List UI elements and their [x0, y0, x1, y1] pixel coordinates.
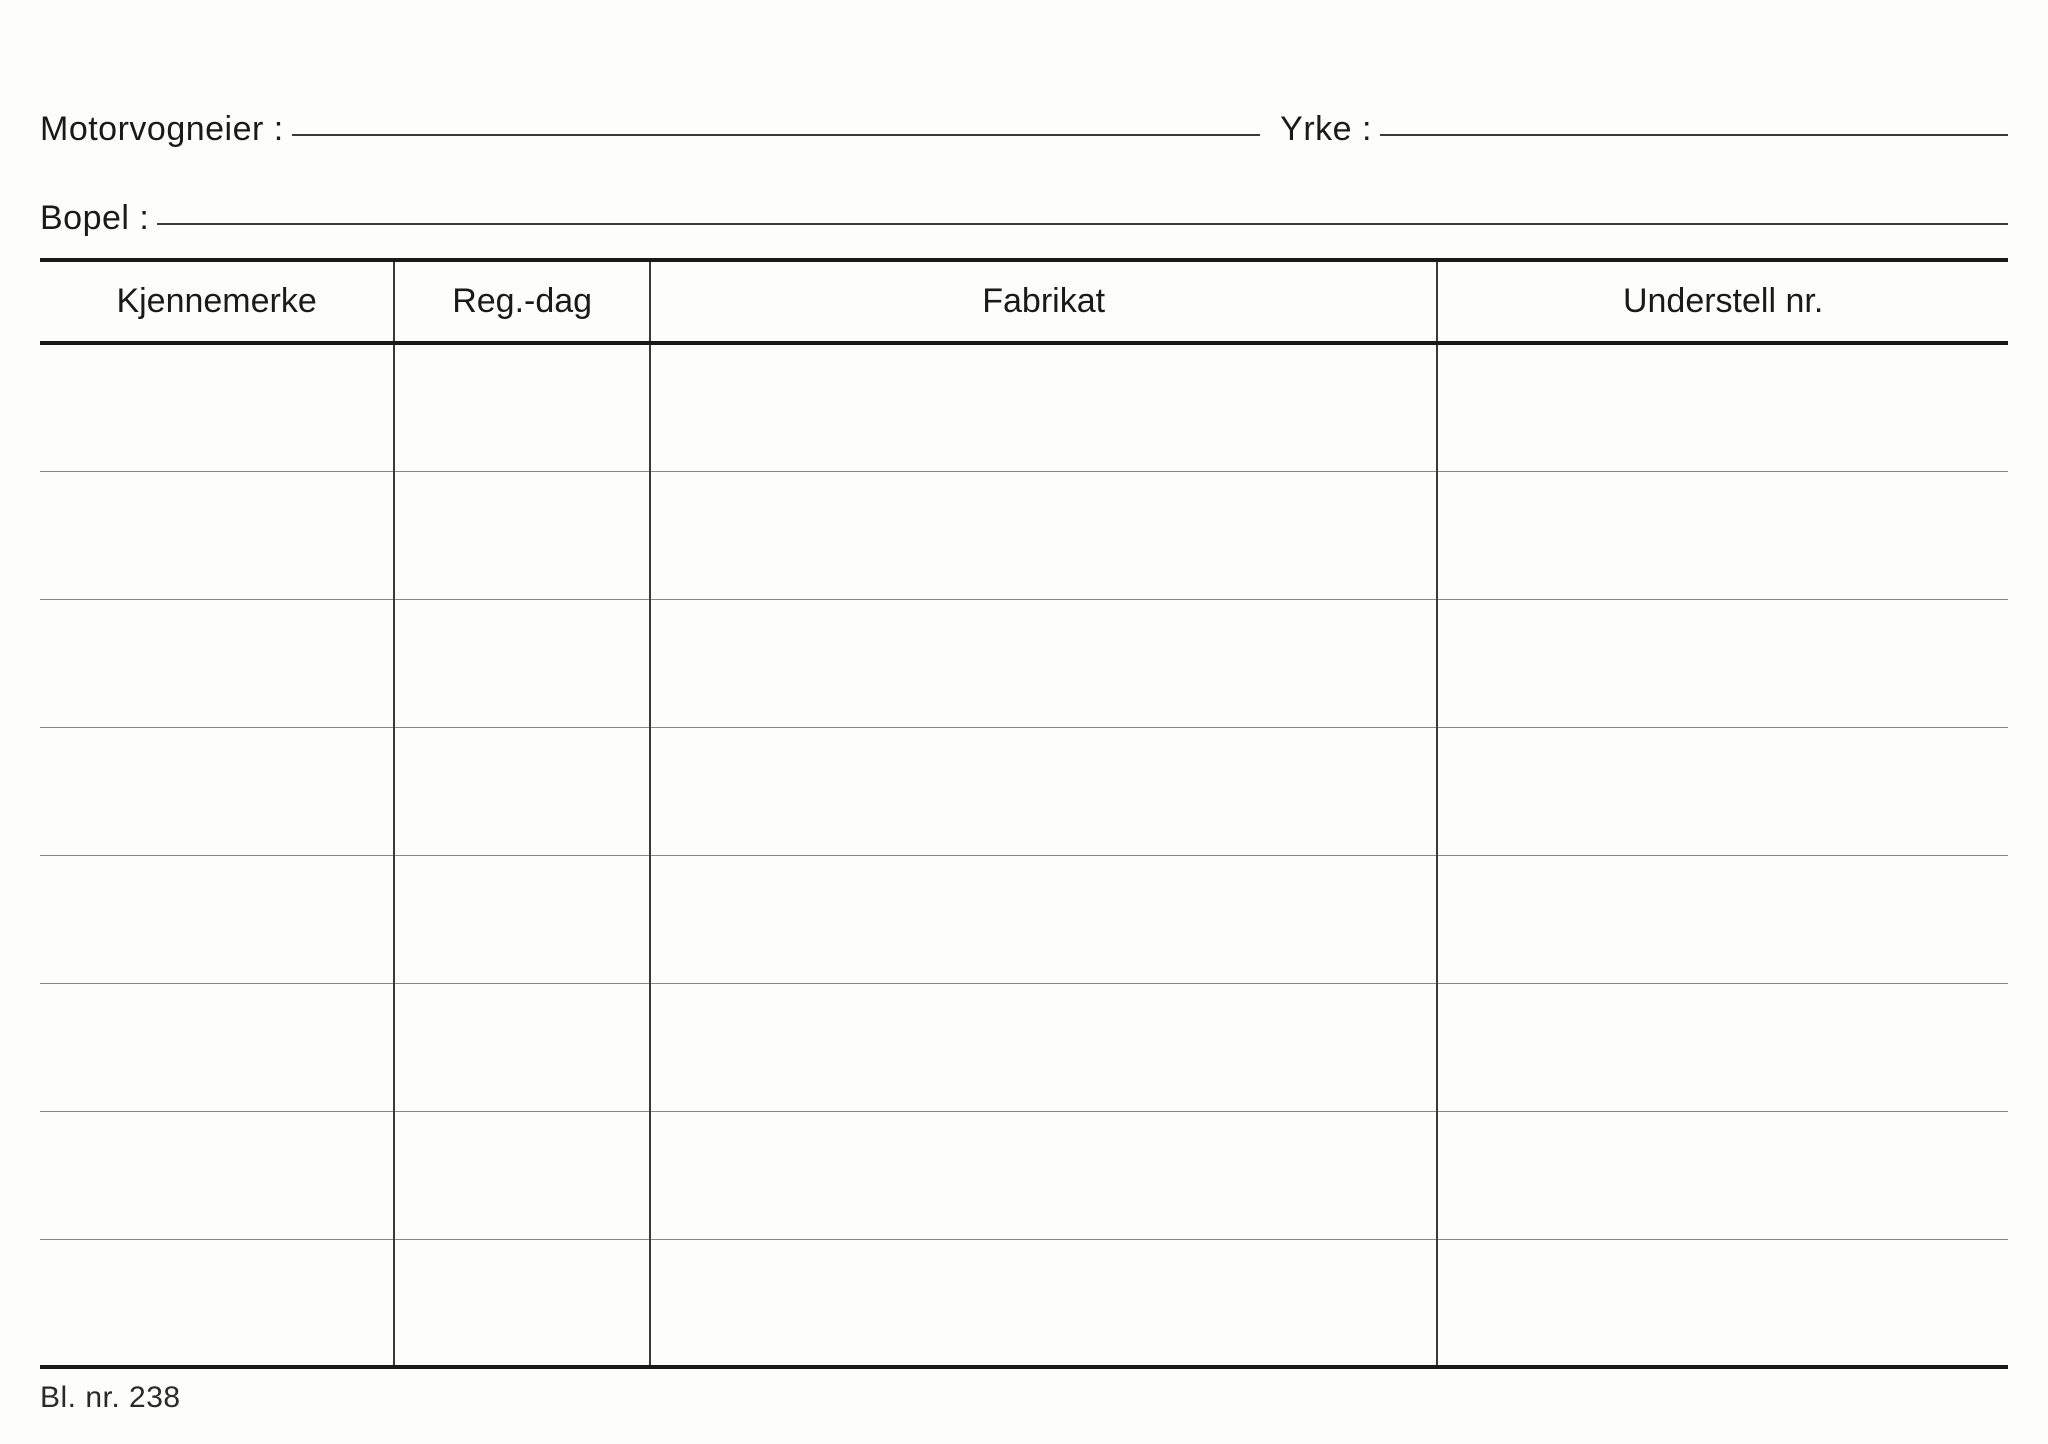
cell-fabrikat: [650, 471, 1437, 599]
cell-fabrikat: [650, 599, 1437, 727]
profession-line: [1380, 134, 2008, 136]
cell-fabrikat: [650, 727, 1437, 855]
cell-regdag: [394, 471, 650, 599]
table-row: [40, 1111, 2008, 1239]
cell-understell: [1437, 343, 2008, 471]
vehicle-table-container: Kjennemerke Reg.-dag Fabrikat Understell…: [40, 258, 2008, 1369]
cell-kjennemerke: [40, 983, 394, 1111]
cell-kjennemerke: [40, 727, 394, 855]
cell-understell: [1437, 983, 2008, 1111]
cell-fabrikat: [650, 983, 1437, 1111]
vehicle-table: Kjennemerke Reg.-dag Fabrikat Understell…: [40, 258, 2008, 1369]
col-header-understell: Understell nr.: [1437, 260, 2008, 343]
field-group-profession: Yrke :: [1280, 110, 2008, 149]
cell-understell: [1437, 599, 2008, 727]
cell-fabrikat: [650, 1239, 1437, 1367]
profession-label: Yrke :: [1280, 110, 1372, 149]
cell-fabrikat: [650, 855, 1437, 983]
cell-regdag: [394, 727, 650, 855]
table-row: [40, 855, 2008, 983]
col-header-kjennemerke: Kjennemerke: [40, 260, 394, 343]
table-header-row: Kjennemerke Reg.-dag Fabrikat Understell…: [40, 260, 2008, 343]
cell-kjennemerke: [40, 1239, 394, 1367]
field-row-residence: Bopel :: [40, 199, 2008, 238]
cell-kjennemerke: [40, 471, 394, 599]
cell-fabrikat: [650, 343, 1437, 471]
cell-kjennemerke: [40, 1111, 394, 1239]
cell-kjennemerke: [40, 599, 394, 727]
form-number: Bl. nr. 238: [40, 1381, 2008, 1415]
cell-kjennemerke: [40, 343, 394, 471]
cell-regdag: [394, 983, 650, 1111]
cell-kjennemerke: [40, 855, 394, 983]
owner-label: Motorvogneier :: [40, 110, 284, 149]
cell-understell: [1437, 727, 2008, 855]
cell-regdag: [394, 343, 650, 471]
table-row: [40, 599, 2008, 727]
cell-understell: [1437, 471, 2008, 599]
table-row: [40, 343, 2008, 471]
col-header-regdag: Reg.-dag: [394, 260, 650, 343]
table-row: [40, 727, 2008, 855]
cell-understell: [1437, 1239, 2008, 1367]
cell-regdag: [394, 1111, 650, 1239]
residence-line: [157, 223, 2008, 225]
field-row-owner-profession: Motorvogneier : Yrke :: [40, 110, 2008, 149]
registration-card: Motorvogneier : Yrke : Bopel : Kjennemer…: [0, 0, 2048, 1444]
table-row: [40, 983, 2008, 1111]
table-row: [40, 1239, 2008, 1367]
cell-understell: [1437, 1111, 2008, 1239]
residence-label: Bopel :: [40, 199, 149, 238]
owner-line: [292, 134, 1260, 136]
table-row: [40, 471, 2008, 599]
cell-regdag: [394, 855, 650, 983]
field-group-residence: Bopel :: [40, 199, 2008, 238]
col-header-fabrikat: Fabrikat: [650, 260, 1437, 343]
cell-understell: [1437, 855, 2008, 983]
cell-fabrikat: [650, 1111, 1437, 1239]
cell-regdag: [394, 599, 650, 727]
field-group-owner: Motorvogneier :: [40, 110, 1260, 149]
cell-regdag: [394, 1239, 650, 1367]
